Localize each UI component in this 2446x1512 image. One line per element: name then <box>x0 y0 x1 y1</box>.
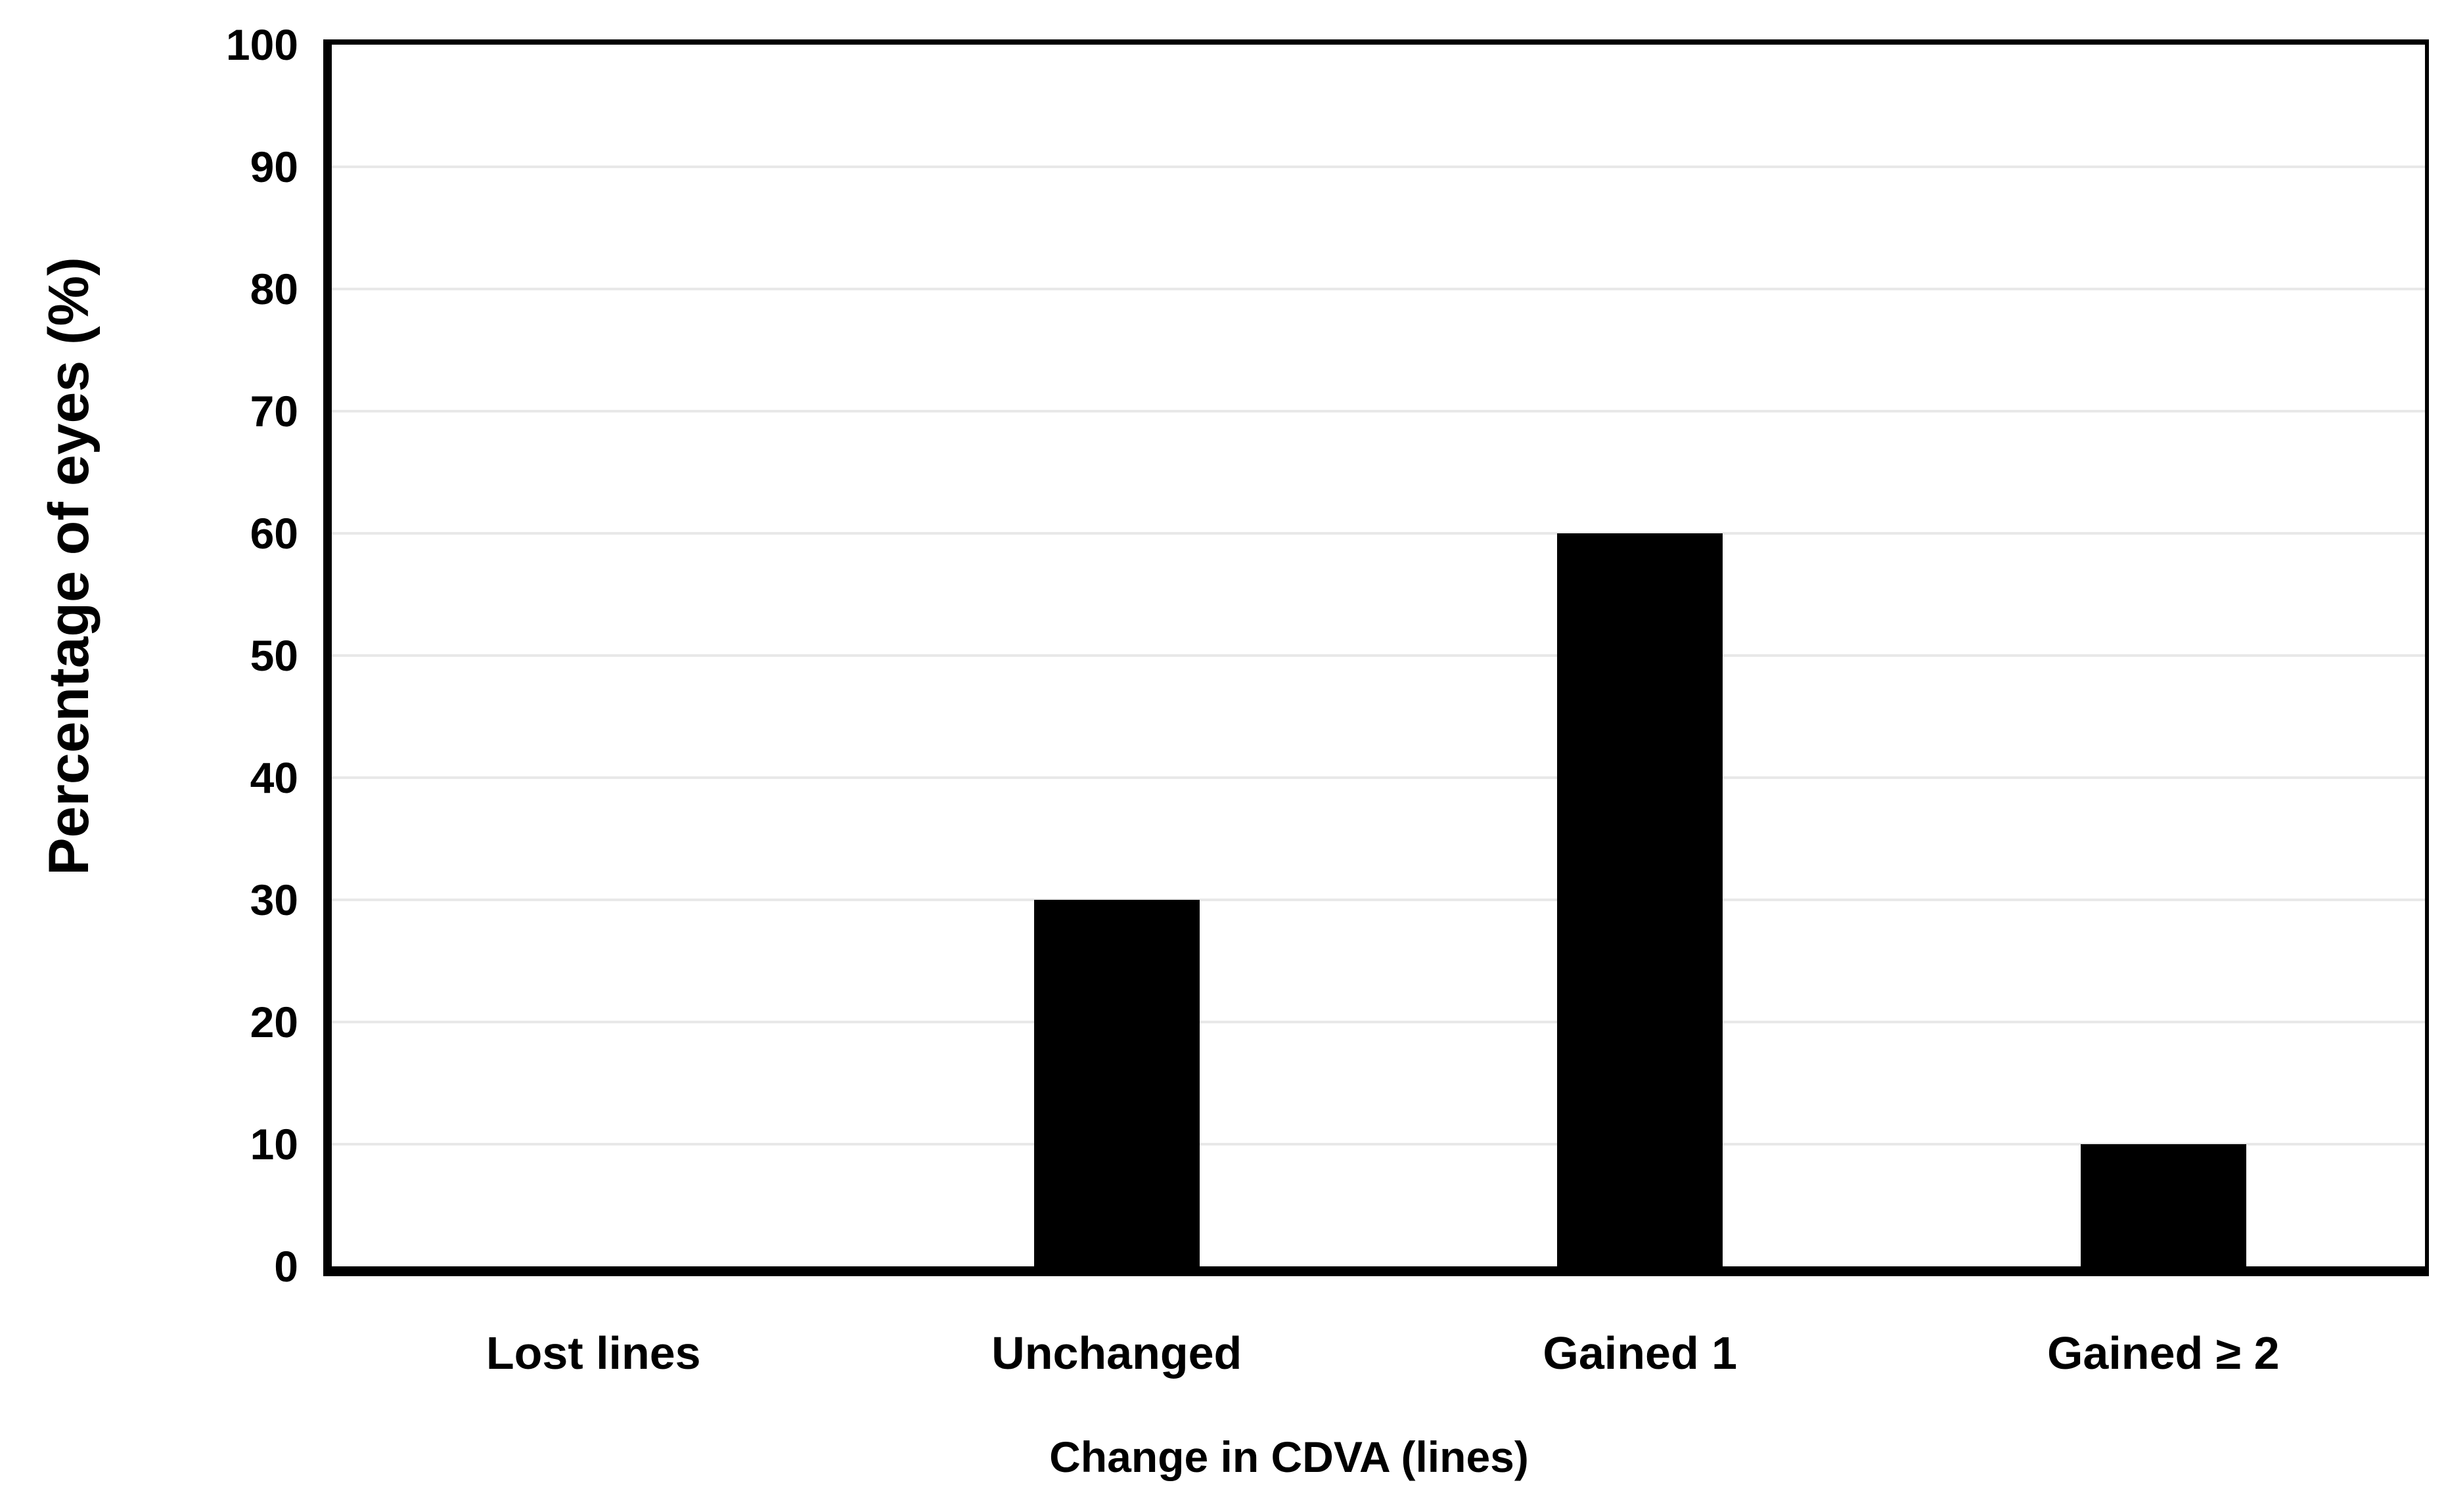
gridline-60 <box>332 532 2425 535</box>
y-tick-label-80: 80 <box>250 265 298 313</box>
gridline-50 <box>332 654 2425 657</box>
y-tick-label-60: 60 <box>250 509 298 558</box>
x-category-label-lost-lines: Lost lines <box>486 1327 701 1379</box>
plot-area <box>323 39 2429 1276</box>
y-tick-label-50: 50 <box>250 631 298 680</box>
gridline-90 <box>332 166 2425 168</box>
bar-gained-1 <box>1557 533 1723 1266</box>
x-axis-category-labels: Lost lines Unchanged Gained 1 Gained ≥ 2 <box>332 1317 2425 1389</box>
x-category-label-unchanged: Unchanged <box>991 1327 1242 1379</box>
x-axis-title: Change in CDVA (lines) <box>1049 1433 1529 1481</box>
y-tick-label-40: 40 <box>250 753 298 802</box>
y-tick-label-20: 20 <box>250 998 298 1046</box>
x-category-label-gained-2: Gained ≥ 2 <box>2047 1327 2280 1379</box>
bar-gained-2 <box>2080 1144 2246 1266</box>
y-tick-label-10: 10 <box>250 1120 298 1168</box>
y-tick-label-0: 0 <box>274 1242 298 1291</box>
y-tick-label-70: 70 <box>250 387 298 435</box>
gridline-30 <box>332 899 2425 901</box>
gridline-40 <box>332 776 2425 779</box>
gridline-10 <box>332 1143 2425 1145</box>
gridline-80 <box>332 288 2425 290</box>
y-tick-label-90: 90 <box>250 143 298 191</box>
x-category-label-gained-1: Gained 1 <box>1543 1327 1738 1379</box>
gridline-20 <box>332 1021 2425 1023</box>
bar-unchanged <box>1033 900 1200 1266</box>
y-axis-tick-labels: 0 10 20 30 40 50 60 70 80 90 100 <box>0 23 298 1288</box>
y-tick-label-30: 30 <box>250 876 298 924</box>
y-tick-label-100: 100 <box>225 20 298 69</box>
gridline-70 <box>332 410 2425 412</box>
